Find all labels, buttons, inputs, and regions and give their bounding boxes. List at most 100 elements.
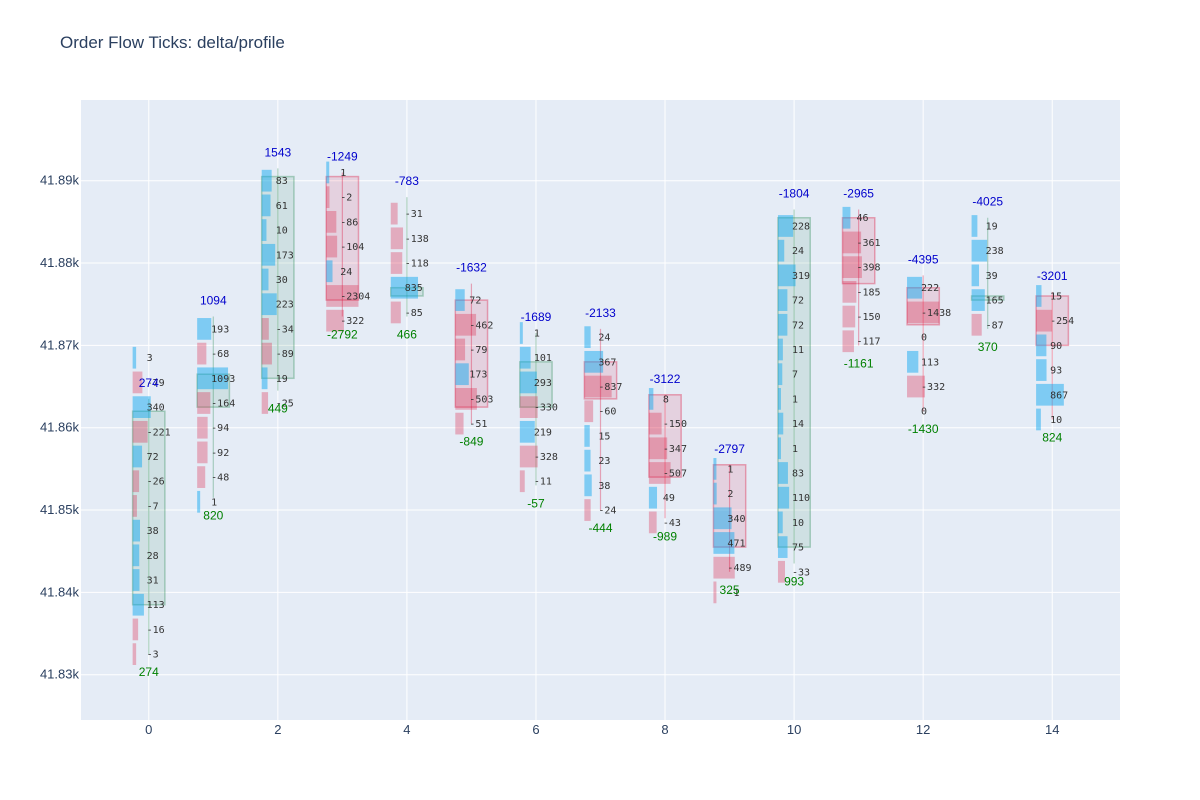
level-label: -60 (598, 407, 616, 418)
chart-title: Order Flow Ticks: delta/profile (60, 33, 285, 52)
level-label: 30 (276, 275, 288, 286)
level-label: 113 (921, 357, 939, 368)
level-label: 46 (857, 213, 869, 224)
level-volume-bar (390, 252, 403, 274)
level-volume-bar (455, 289, 465, 311)
level-label: 101 (534, 353, 552, 364)
level-label: -117 (857, 337, 881, 348)
level-volume-bar (584, 400, 594, 423)
level-volume-bar (648, 388, 654, 410)
level-volume-bar (519, 445, 538, 468)
delta-label: 820 (203, 509, 223, 523)
level-label: 173 (276, 250, 294, 261)
level-volume-bar (777, 437, 781, 460)
level-label: 15 (598, 431, 610, 442)
level-volume-bar (261, 342, 272, 365)
level-label: -16 (147, 625, 165, 636)
level-label: 38 (598, 481, 610, 492)
level-label: -24 (598, 506, 616, 517)
level-volume-bar (390, 301, 401, 324)
level-volume-bar (971, 313, 982, 336)
level-label: 28 (147, 551, 159, 562)
level-volume-bar (455, 313, 477, 336)
candle-body (260, 175, 295, 380)
level-label: 19 (986, 221, 998, 232)
level-label: 24 (792, 246, 804, 257)
level-volume-bar (842, 231, 862, 254)
level-volume-bar (842, 330, 854, 353)
level-label: -254 (1050, 316, 1074, 327)
level-volume-bar (777, 289, 788, 311)
level-label: -51 (469, 419, 487, 430)
x-tick-label: 2 (274, 722, 281, 737)
level-volume-bar (519, 371, 537, 394)
level-label: -489 (727, 563, 751, 574)
level-label: 72 (147, 452, 159, 463)
level-label: 222 (921, 283, 939, 294)
level-volume-bar (326, 260, 333, 283)
level-label: 83 (792, 468, 804, 479)
level-label: 1 (534, 329, 540, 340)
grid-lines (81, 100, 1120, 720)
level-volume-bar (777, 313, 788, 336)
level-label: 39 (986, 271, 998, 282)
x-tick-label: 10 (787, 722, 801, 737)
level-volume-bar (777, 536, 788, 558)
level-label: 1 (211, 497, 217, 508)
level-volume-bar (584, 449, 591, 472)
level-label: -118 (405, 259, 429, 270)
level-label: -2304 (340, 291, 370, 302)
cum-delta-label: -1689 (521, 310, 552, 324)
level-label: -507 (663, 468, 687, 479)
level-volume-bar (132, 643, 137, 665)
level-volume-bar (713, 532, 735, 554)
delta-label: -849 (459, 435, 483, 449)
level-label: 24 (340, 267, 352, 278)
level-label: -79 (469, 345, 487, 356)
cum-delta-label: -1632 (456, 261, 487, 275)
level-volume-bar (390, 202, 398, 225)
candle-body (648, 394, 682, 478)
y-tick-label: 41.85k (40, 502, 80, 517)
level-volume-bar (1036, 359, 1047, 381)
level-label: -1438 (921, 308, 951, 319)
level-volume-bar (261, 392, 269, 414)
x-tick-label: 14 (1045, 722, 1059, 737)
level-volume-bar (197, 367, 229, 390)
level-volume-bar (197, 342, 207, 365)
level-volume-bar (971, 289, 985, 311)
level-label: -2 (340, 193, 352, 204)
level-label: 173 (469, 370, 487, 381)
level-volume-bar (777, 560, 785, 583)
delta-label: -444 (588, 521, 612, 535)
delta-label: 274 (139, 665, 159, 679)
level-volume-bar (519, 322, 523, 344)
level-volume-bar (197, 392, 211, 414)
level-volume-bar (648, 437, 668, 460)
level-volume-bar (261, 169, 272, 192)
candle-body (712, 464, 747, 548)
candle-body (519, 361, 553, 408)
level-volume-bar (390, 227, 404, 250)
level-volume-bar (713, 507, 732, 530)
level-volume-bar (907, 375, 925, 398)
level-volume-bar (197, 466, 206, 488)
level-volume-bar (326, 235, 338, 258)
cum-delta-label: 274 (139, 376, 159, 390)
delta-label: 993 (784, 575, 804, 589)
level-label: -68 (211, 349, 229, 360)
level-label: 72 (469, 296, 481, 307)
candle-body (583, 361, 618, 400)
level-volume-bar (907, 276, 923, 299)
level-label: 223 (276, 300, 294, 311)
level-volume-bar (971, 264, 980, 287)
level-label: 1 (340, 168, 346, 179)
level-label: -89 (276, 349, 294, 360)
cum-delta-label: -3201 (1037, 269, 1068, 283)
level-volume-bar (842, 280, 857, 303)
cum-delta-label: -2797 (714, 442, 745, 456)
level-label: 238 (986, 246, 1004, 257)
level-volume-bar (519, 420, 535, 443)
level-volume-bar (261, 293, 277, 316)
cum-delta-label: -4395 (908, 252, 939, 266)
